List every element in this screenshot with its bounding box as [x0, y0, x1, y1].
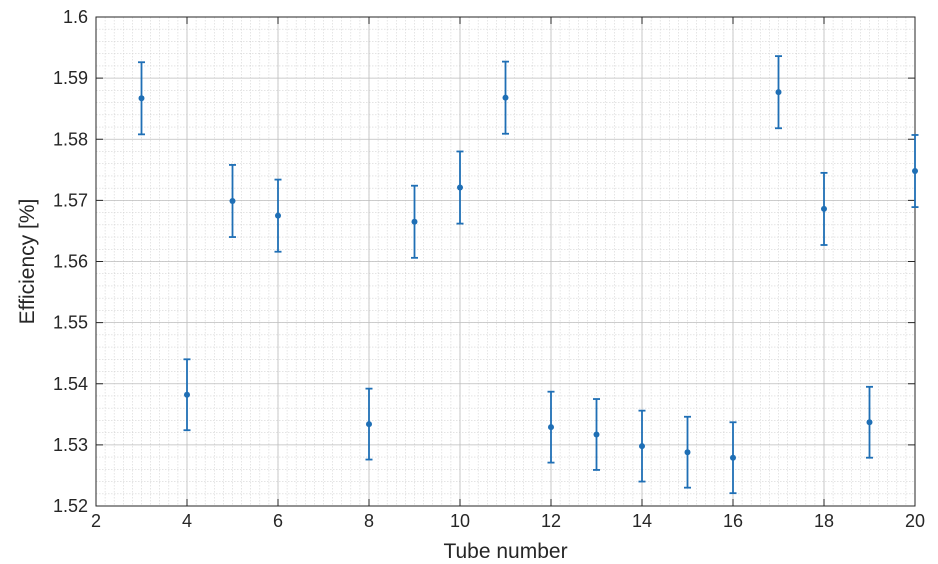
data-point — [730, 454, 736, 461]
x-tick-label: 4 — [182, 511, 192, 531]
x-axis-label: Tube number — [443, 540, 567, 563]
data-point — [184, 391, 190, 398]
axis-ticks — [95, 16, 916, 507]
data-point — [821, 205, 827, 212]
data-point — [639, 443, 645, 450]
data-point — [138, 95, 145, 102]
y-tick-label: 1.6 — [63, 7, 88, 27]
data-point — [912, 168, 918, 175]
x-tick-label: 12 — [541, 511, 561, 531]
x-tick-label: 10 — [450, 511, 470, 531]
x-tick-labels: 2 4 6 8 10 12 14 16 18 20 — [91, 511, 925, 531]
y-axis-label: Efficiency [%] — [16, 199, 39, 325]
x-tick-label: 8 — [364, 511, 374, 531]
y-tick-label: 1.54 — [53, 374, 88, 394]
error-bars — [138, 55, 919, 495]
y-tick-label: 1.59 — [53, 68, 88, 88]
data-point — [684, 449, 691, 456]
data-point — [593, 431, 600, 438]
x-tick-label: 18 — [814, 511, 834, 531]
data-point — [457, 184, 463, 191]
y-tick-label: 1.57 — [53, 190, 88, 210]
x-tick-label: 2 — [91, 511, 101, 531]
data-point — [866, 419, 873, 426]
data-point — [275, 212, 281, 219]
y-tick-labels: 1.52 1.53 1.54 1.55 1.56 1.57 1.58 1.59 1.6 — [53, 7, 88, 516]
data-point — [548, 424, 554, 431]
y-tick-label: 1.58 — [53, 129, 88, 149]
data-point — [411, 218, 418, 225]
data-points — [138, 89, 918, 461]
y-tick-label: 1.56 — [53, 252, 88, 272]
y-tick-label: 1.55 — [53, 313, 88, 333]
data-point — [366, 421, 372, 428]
x-tick-label: 20 — [905, 511, 925, 531]
x-tick-label: 6 — [273, 511, 283, 531]
y-tick-label: 1.53 — [53, 435, 88, 455]
x-tick-label: 14 — [632, 511, 652, 531]
x-tick-label: 16 — [723, 511, 743, 531]
y-tick-label: 1.52 — [53, 496, 88, 516]
data-point — [502, 94, 509, 101]
data-point — [229, 197, 236, 204]
data-point — [775, 89, 782, 96]
